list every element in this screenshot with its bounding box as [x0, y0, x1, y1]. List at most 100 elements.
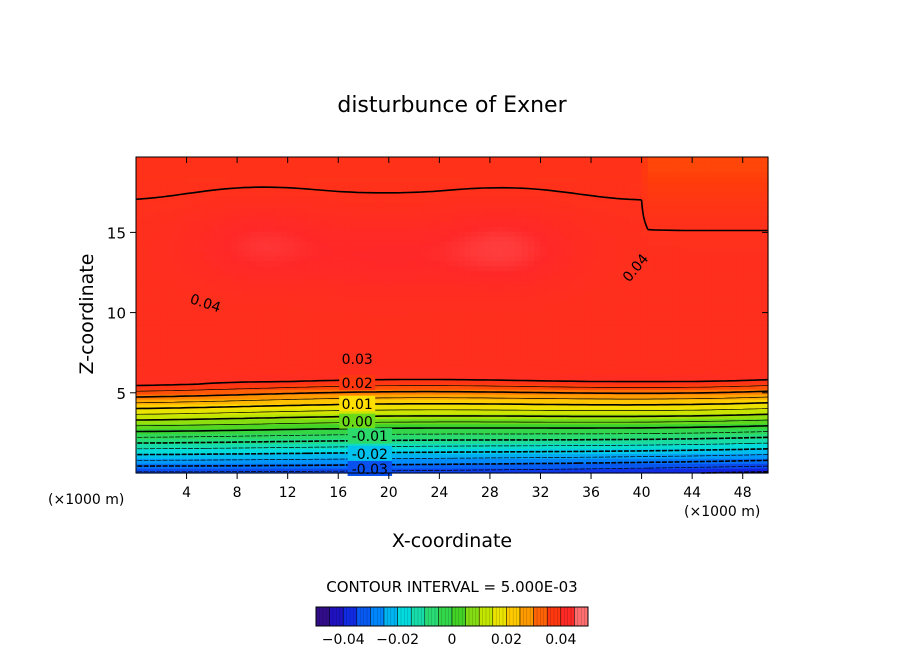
- field-cell: [414, 398, 421, 405]
- field-cell: [262, 260, 270, 267]
- field-cell: [167, 319, 175, 326]
- field-cell: [369, 458, 377, 464]
- field-cell: [256, 413, 263, 420]
- field-cell: [711, 413, 719, 420]
- field-cell: [237, 339, 245, 346]
- field-cell: [647, 408, 655, 415]
- field-cell: [414, 364, 421, 370]
- field-cell: [540, 364, 548, 370]
- field-cell: [154, 468, 162, 474]
- field-cell: [704, 403, 712, 410]
- field-cell: [205, 285, 213, 291]
- field-cell: [388, 458, 396, 464]
- field-cell: [243, 275, 251, 282]
- field-cell: [559, 408, 567, 415]
- field-cell: [300, 339, 308, 346]
- field-cell: [414, 394, 421, 400]
- field-cell: [205, 231, 213, 237]
- field-cell: [312, 458, 320, 464]
- field-cell: [439, 339, 447, 346]
- field-cell: [755, 354, 763, 361]
- field-cell: [597, 240, 605, 247]
- field-cell: [420, 458, 428, 464]
- field-cell: [243, 319, 251, 326]
- field-cell: [647, 418, 655, 425]
- field-cell: [249, 226, 257, 232]
- field-cell: [414, 433, 421, 440]
- field-cell: [635, 403, 643, 410]
- field-cell: [186, 438, 194, 444]
- field-cell: [521, 295, 529, 301]
- field-cell: [243, 364, 251, 370]
- field-cell: [603, 339, 611, 346]
- field-cell: [395, 280, 403, 286]
- field-cell: [515, 418, 523, 425]
- field-cell: [237, 438, 245, 444]
- field-cell: [237, 389, 245, 395]
- field-cell: [294, 354, 301, 361]
- field-cell: [268, 245, 276, 252]
- field-cell: [167, 334, 175, 341]
- field-cell: [243, 300, 251, 306]
- field-cell: [647, 329, 655, 336]
- field-cell: [622, 394, 630, 400]
- field-cell: [755, 448, 763, 454]
- field-cell: [338, 339, 346, 346]
- field-cell: [211, 349, 219, 356]
- field-cell: [692, 255, 700, 262]
- field-cell: [369, 226, 377, 232]
- field-cell: [230, 413, 238, 420]
- field-cell: [382, 334, 390, 341]
- field-cell: [489, 285, 497, 291]
- field-cell: [546, 305, 554, 311]
- field-cell: [610, 389, 617, 395]
- field-cell: [496, 394, 504, 400]
- field-cell: [515, 329, 523, 336]
- field-cell: [502, 275, 510, 282]
- field-cell: [287, 364, 295, 370]
- field-cell: [142, 231, 150, 237]
- field-cell: [698, 364, 706, 370]
- field-cell: [312, 240, 320, 247]
- field-cell: [742, 310, 750, 316]
- field-cell: [275, 349, 282, 356]
- field-cell: [376, 364, 384, 370]
- field-cell: [142, 364, 150, 370]
- field-cell: [357, 295, 365, 301]
- field-cell: [319, 295, 327, 301]
- field-cell: [521, 250, 529, 257]
- field-cell: [256, 408, 263, 415]
- field-cell: [268, 310, 276, 316]
- field-cell: [546, 329, 554, 336]
- field-cell: [660, 438, 668, 444]
- field-cell: [723, 359, 731, 365]
- field-cell: [268, 384, 276, 390]
- field-cell: [711, 240, 719, 247]
- field-cell: [452, 349, 459, 356]
- field-cell: [603, 334, 611, 341]
- field-cell: [224, 468, 232, 474]
- field-cell: [559, 245, 567, 252]
- field-cell: [376, 423, 384, 430]
- field-cell: [154, 295, 162, 301]
- field-cell: [426, 265, 434, 272]
- field-cell: [546, 231, 554, 237]
- field-cell: [698, 245, 706, 252]
- field-cell: [546, 260, 554, 267]
- field-cell: [742, 270, 750, 277]
- field-cell: [357, 255, 365, 262]
- field-cell: [445, 260, 453, 267]
- field-cell: [154, 334, 162, 341]
- field-cell: [186, 260, 194, 267]
- field-cell: [388, 300, 396, 306]
- field-cell: [186, 453, 194, 459]
- field-cell: [749, 433, 756, 440]
- field-cell: [407, 285, 415, 291]
- field-cell: [470, 245, 478, 252]
- field-cell: [502, 354, 510, 361]
- field-cell: [679, 315, 687, 321]
- field-cell: [711, 468, 719, 474]
- field-cell: [382, 310, 390, 316]
- field-cell: [281, 324, 289, 331]
- field-cell: [761, 403, 769, 410]
